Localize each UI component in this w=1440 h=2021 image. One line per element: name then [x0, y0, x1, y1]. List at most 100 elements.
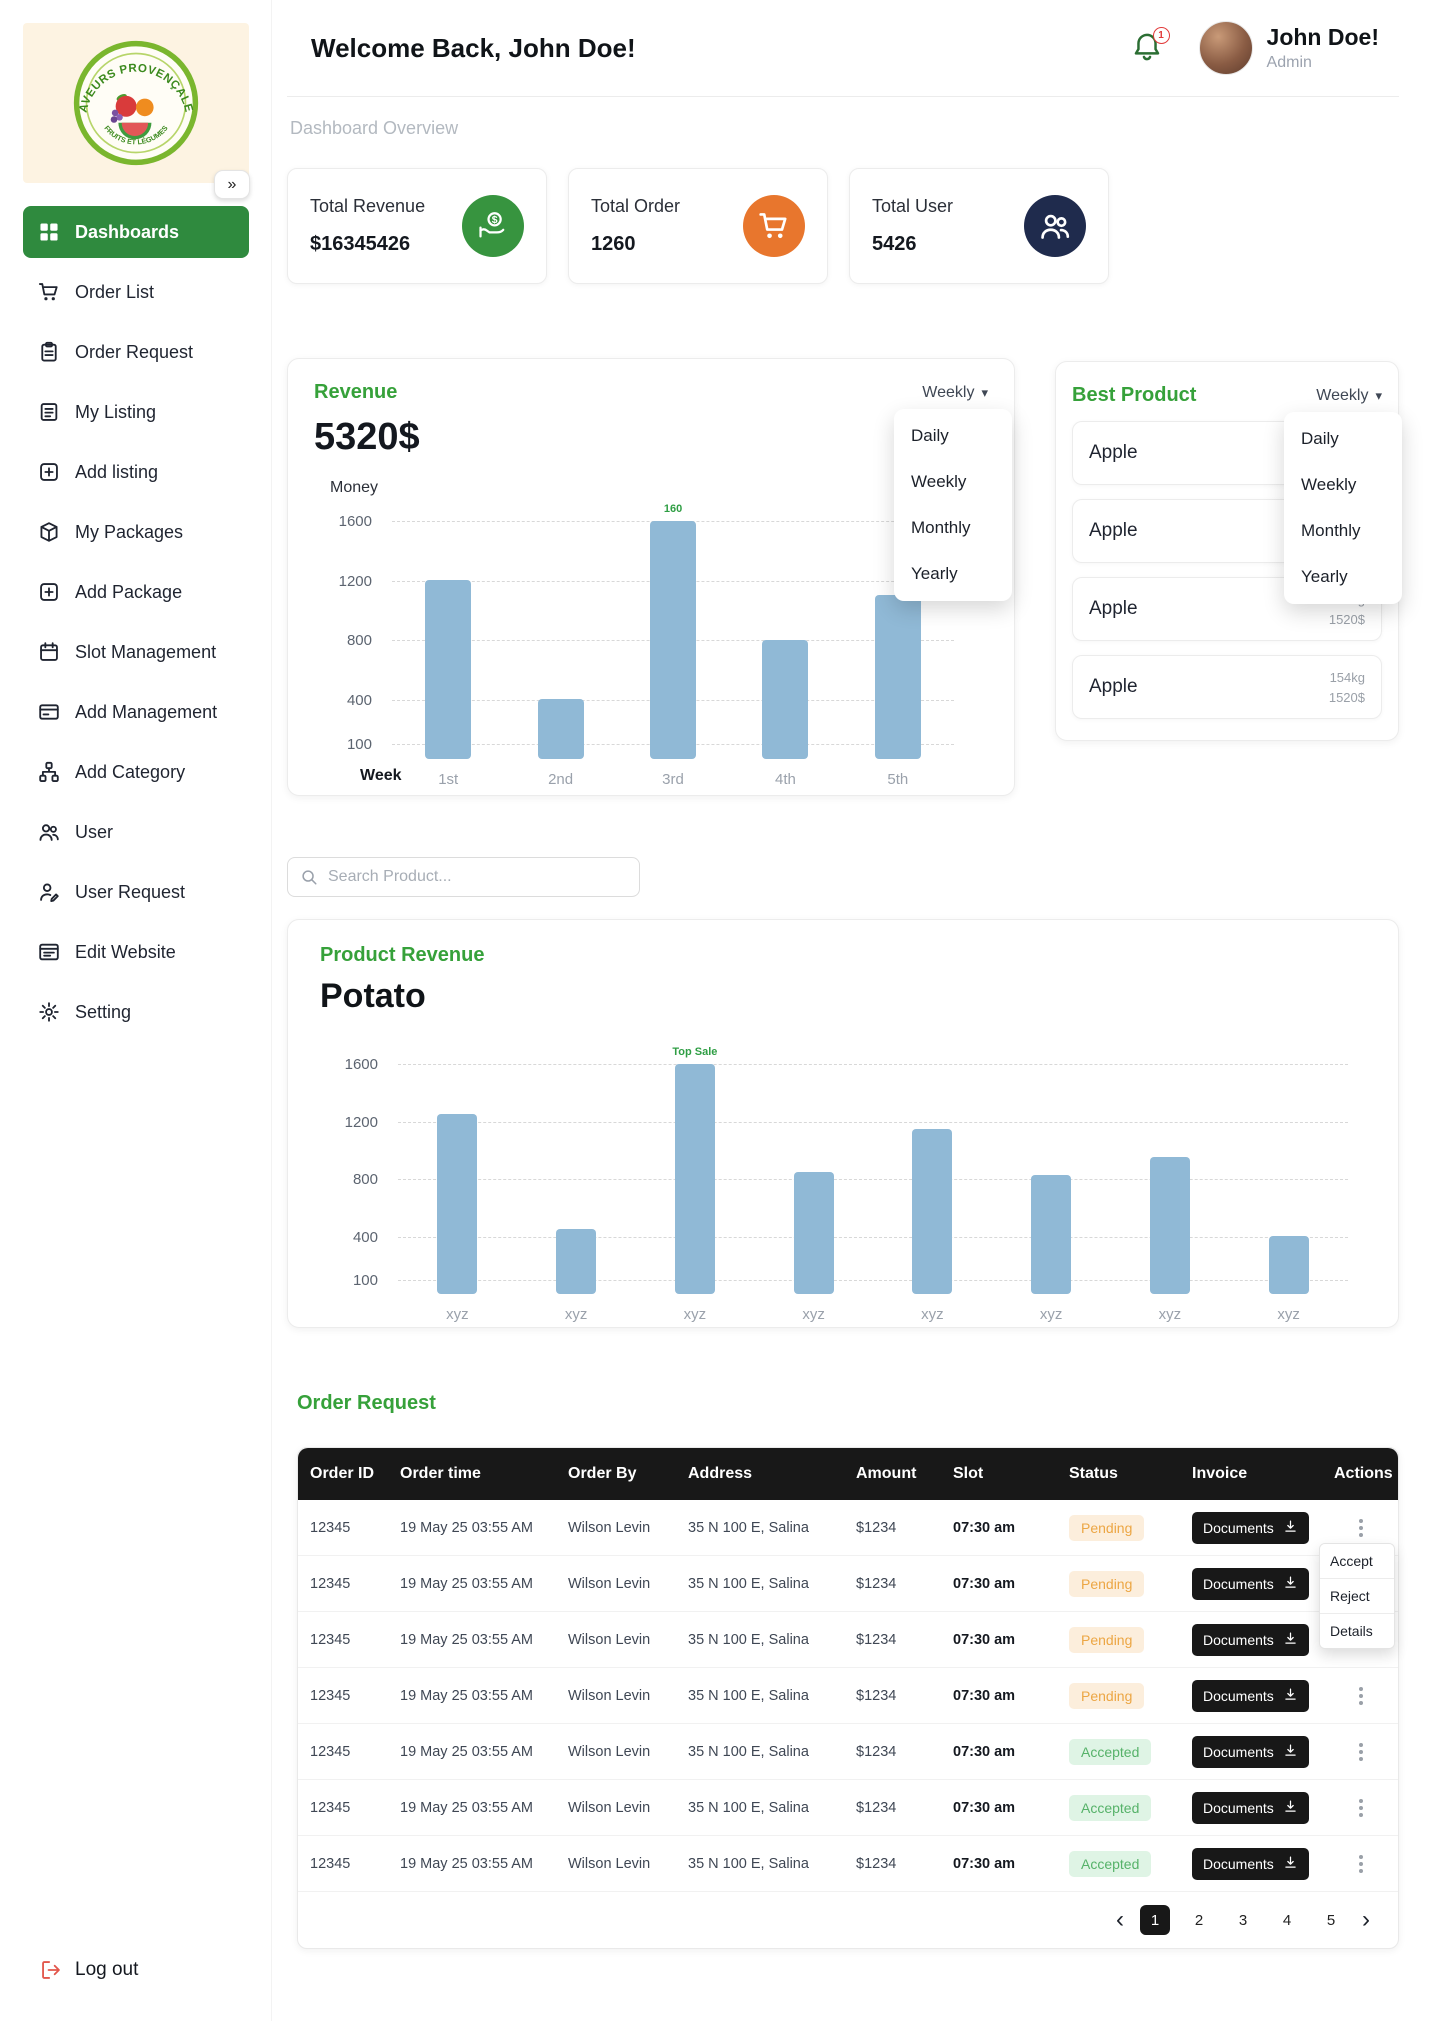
action-accept[interactable]: Accept	[1320, 1544, 1394, 1579]
revenue-y-axis-title: Money	[330, 479, 379, 496]
table-row: 12345 19 May 25 03:55 AM Wilson Levin 35 N …	[298, 1500, 1398, 1556]
y-tick-label: 800	[346, 632, 372, 649]
action-details[interactable]: Details	[1320, 1614, 1394, 1648]
sidebar-item-label: My Listing	[75, 401, 157, 422]
sidebar-item-label: User Request	[75, 881, 186, 902]
sidebar-item-order-request[interactable]: Order Request	[23, 326, 249, 378]
documents-button[interactable]: Documents	[1192, 1791, 1309, 1824]
page-4[interactable]: 4	[1272, 1905, 1302, 1935]
revenue-period-select[interactable]: Weekly ▾	[922, 384, 988, 402]
row-actions-kebab[interactable]	[1354, 1682, 1368, 1710]
stat-card-total-revenue: Total Revenue $16345426 $	[287, 168, 547, 284]
sidebar-collapse-button[interactable]: »	[214, 170, 250, 199]
sidebar-item-order-list[interactable]: Order List	[23, 266, 249, 318]
search-input[interactable]	[328, 868, 627, 886]
user-menu[interactable]: John Doe! Admin	[1198, 21, 1379, 75]
sidebar-item-label: Order List	[75, 281, 155, 302]
sidebar-item-setting[interactable]: Setting	[23, 986, 249, 1038]
search-icon	[302, 869, 317, 885]
sidebar-item-slot-management[interactable]: Slot Management	[23, 626, 249, 678]
best-product-period-select[interactable]: Weekly ▾	[1316, 387, 1382, 405]
sidebar-item-user[interactable]: User	[23, 806, 249, 858]
sidebar-item-add-package[interactable]: Add Package	[23, 566, 249, 618]
cell-invoice: Documents	[1180, 1791, 1322, 1824]
documents-button[interactable]: Documents	[1192, 1511, 1309, 1544]
chart-gridline: 1600	[345, 1056, 1348, 1073]
cell-order-time: 19 May 25 03:55 AM	[400, 1631, 533, 1648]
revenue-period-option-yearly[interactable]: Yearly	[911, 564, 958, 583]
revenue-period-option-weekly[interactable]: Weekly	[911, 472, 967, 491]
row-actions-kebab[interactable]	[1354, 1794, 1368, 1822]
user-role: Admin	[1266, 54, 1312, 71]
best-product-item[interactable]: Apple 154kg 1520$	[1072, 655, 1382, 719]
bar	[556, 1229, 597, 1294]
cell-order-id: 12345	[310, 1575, 351, 1592]
sidebar-item-label: Add Management	[75, 701, 218, 722]
best-product-period-option-weekly[interactable]: Weekly	[1301, 475, 1357, 494]
card-icon	[37, 700, 61, 724]
cell-address: 35 N 100 E, Salina	[688, 1631, 809, 1648]
bar-slot	[1111, 1064, 1230, 1294]
cell-address: 35 N 100 E, Salina	[688, 1575, 809, 1592]
row-actions-kebab[interactable]	[1354, 1514, 1368, 1542]
users-icon	[37, 820, 61, 844]
revenue-period-menu: Daily Weekly Monthly Yearly	[894, 409, 1012, 601]
sidebar-item-edit-website[interactable]: Edit Website	[23, 926, 249, 978]
row-actions-kebab[interactable]	[1354, 1738, 1368, 1766]
revenue-period-option-monthly[interactable]: Monthly	[911, 518, 971, 537]
sidebar-item-label: User	[75, 821, 114, 842]
cell-slot: 07:30 am	[953, 1687, 1016, 1704]
documents-button[interactable]: Documents	[1192, 1567, 1309, 1600]
documents-button[interactable]: Documents	[1192, 1847, 1309, 1880]
cart-icon	[37, 280, 61, 304]
stat-label: Total Revenue	[310, 196, 426, 216]
page-3[interactable]: 3	[1228, 1905, 1258, 1935]
table-row: 12345 19 May 25 03:55 AM Wilson Levin 35 N …	[298, 1780, 1398, 1836]
pagination-prev[interactable]: ‹	[1116, 1906, 1124, 1933]
svg-text:$: $	[492, 215, 498, 226]
cell-address: 35 N 100 E, Salina	[688, 1687, 809, 1704]
cell-slot: 07:30 am	[953, 1631, 1016, 1648]
revenue-card: Revenue Weekly ▾ 5320$ Money 1600 1200 800…	[287, 358, 1015, 796]
documents-button[interactable]: Documents	[1192, 1679, 1309, 1712]
page-5[interactable]: 5	[1316, 1905, 1346, 1935]
documents-button[interactable]: Documents	[1192, 1735, 1309, 1768]
page-1[interactable]: 1	[1140, 1905, 1170, 1935]
product-chart: 1600 1200 800 400 100 Top Sale xyz xyz xyz xyz xy…	[345, 1046, 1348, 1323]
chevron-down-icon: ▾	[1375, 387, 1382, 403]
row-actions-kebab[interactable]	[1354, 1850, 1368, 1878]
status-badge: Accepted	[1069, 1850, 1152, 1877]
best-product-period-option-yearly[interactable]: Yearly	[1301, 567, 1348, 586]
best-product-card: Best Product Weekly ▾ Apple154kg1520$App…	[1055, 361, 1402, 741]
sidebar-item-add-management[interactable]: Add Management	[23, 686, 249, 738]
sidebar-item-dashboards[interactable]: Dashboards	[23, 206, 249, 258]
sidebar-item-add-listing[interactable]: Add listing	[23, 446, 249, 498]
revenue-period-option-daily[interactable]: Daily	[911, 426, 949, 445]
x-tick-label: xyz	[921, 1306, 944, 1323]
cell-amount: $1234	[856, 1575, 897, 1592]
documents-button[interactable]: Documents	[1192, 1623, 1309, 1656]
cell-order-id: 12345	[310, 1743, 351, 1760]
best-product-period-option-monthly[interactable]: Monthly	[1301, 521, 1361, 540]
column-header-amount: Amount	[856, 1465, 917, 1482]
notification-button[interactable]: 1	[1131, 26, 1170, 66]
product-meta: 154kg 1520$	[1329, 670, 1365, 705]
sidebar-item-add-category[interactable]: Add Category	[23, 746, 249, 798]
list-icon	[37, 400, 61, 424]
cell-slot: 07:30 am	[953, 1855, 1016, 1872]
topbar: Welcome Back, John Doe! 1 John Doe! Admi…	[287, 0, 1399, 97]
sidebar-item-my-packages[interactable]: My Packages	[23, 506, 249, 558]
page-2[interactable]: 2	[1184, 1905, 1214, 1935]
pagination-next[interactable]: ›	[1362, 1906, 1370, 1933]
sidebar-item-my-listing[interactable]: My Listing	[23, 386, 249, 438]
sidebar-item-user-request[interactable]: User Request	[23, 866, 249, 918]
cell-actions	[1322, 1850, 1400, 1878]
best-product-period-option-daily[interactable]: Daily	[1301, 429, 1339, 448]
chart-gridline: 800	[353, 1171, 1348, 1188]
cell-invoice: Documents	[1180, 1679, 1322, 1712]
documents-button-label: Documents	[1203, 1687, 1274, 1704]
action-reject[interactable]: Reject	[1320, 1579, 1394, 1614]
logo-image: SAVEURS PROVENÇALES FRUITS ET LÉGUMES	[70, 37, 199, 166]
logout-button[interactable]: Log out	[39, 1958, 138, 1982]
bar	[1149, 1157, 1190, 1294]
